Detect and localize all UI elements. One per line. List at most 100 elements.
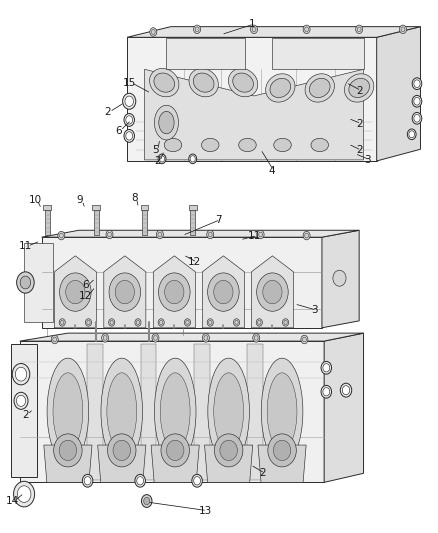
- Text: 9: 9: [77, 196, 84, 205]
- Polygon shape: [247, 344, 263, 480]
- Circle shape: [283, 319, 289, 326]
- Circle shape: [84, 477, 91, 485]
- Circle shape: [208, 320, 212, 325]
- Circle shape: [12, 364, 30, 385]
- Circle shape: [214, 280, 233, 304]
- Circle shape: [184, 319, 191, 326]
- Ellipse shape: [349, 78, 370, 98]
- Circle shape: [87, 320, 90, 325]
- Circle shape: [204, 336, 208, 340]
- Circle shape: [333, 270, 346, 286]
- Circle shape: [158, 154, 166, 164]
- Circle shape: [303, 25, 310, 34]
- Ellipse shape: [113, 440, 131, 461]
- Circle shape: [251, 25, 258, 34]
- Circle shape: [208, 232, 212, 237]
- Ellipse shape: [270, 78, 291, 98]
- Polygon shape: [324, 333, 364, 482]
- Polygon shape: [166, 38, 245, 69]
- Circle shape: [305, 27, 308, 31]
- Ellipse shape: [53, 373, 83, 450]
- Circle shape: [152, 30, 155, 34]
- Circle shape: [109, 319, 115, 326]
- Circle shape: [321, 385, 332, 398]
- Ellipse shape: [267, 373, 297, 450]
- Circle shape: [60, 233, 63, 238]
- Polygon shape: [194, 344, 210, 480]
- Circle shape: [158, 232, 162, 237]
- Polygon shape: [24, 243, 53, 322]
- Circle shape: [135, 474, 145, 487]
- Circle shape: [253, 334, 260, 342]
- Ellipse shape: [311, 138, 328, 152]
- Polygon shape: [42, 237, 322, 328]
- Ellipse shape: [344, 74, 374, 102]
- Circle shape: [20, 276, 31, 289]
- Circle shape: [82, 474, 93, 487]
- Text: 2: 2: [154, 157, 161, 166]
- Circle shape: [17, 395, 25, 406]
- Polygon shape: [20, 341, 324, 482]
- Ellipse shape: [214, 373, 244, 450]
- Circle shape: [137, 477, 144, 485]
- Polygon shape: [98, 445, 146, 482]
- Text: 13: 13: [198, 506, 212, 515]
- Circle shape: [17, 486, 31, 503]
- Circle shape: [412, 112, 422, 124]
- Circle shape: [110, 320, 113, 325]
- Circle shape: [412, 95, 422, 107]
- Text: 2: 2: [356, 86, 363, 95]
- Text: 6: 6: [82, 280, 89, 290]
- Ellipse shape: [108, 434, 136, 467]
- Ellipse shape: [166, 440, 184, 461]
- Circle shape: [259, 232, 262, 237]
- Polygon shape: [190, 208, 195, 235]
- Text: 3: 3: [364, 155, 371, 165]
- Circle shape: [305, 233, 308, 238]
- Circle shape: [14, 392, 28, 409]
- Polygon shape: [11, 344, 37, 477]
- Circle shape: [399, 25, 406, 34]
- Ellipse shape: [208, 358, 250, 465]
- Text: 2: 2: [104, 107, 111, 117]
- Circle shape: [141, 495, 152, 507]
- Circle shape: [17, 272, 34, 293]
- Ellipse shape: [189, 68, 219, 97]
- Circle shape: [414, 80, 420, 87]
- Circle shape: [343, 386, 350, 394]
- Circle shape: [252, 27, 256, 31]
- Polygon shape: [142, 208, 147, 235]
- Circle shape: [126, 116, 133, 124]
- Circle shape: [108, 232, 111, 237]
- Circle shape: [303, 231, 310, 240]
- Circle shape: [256, 319, 262, 326]
- Polygon shape: [94, 208, 99, 235]
- Circle shape: [257, 273, 288, 311]
- Text: 2: 2: [356, 119, 363, 128]
- Circle shape: [194, 25, 201, 34]
- Ellipse shape: [261, 358, 303, 465]
- Polygon shape: [153, 256, 195, 328]
- Text: 8: 8: [131, 193, 138, 203]
- Polygon shape: [258, 445, 306, 482]
- Ellipse shape: [159, 111, 174, 134]
- Polygon shape: [104, 256, 146, 328]
- Circle shape: [284, 320, 287, 325]
- Circle shape: [207, 319, 213, 326]
- Circle shape: [60, 320, 64, 325]
- Circle shape: [159, 273, 190, 311]
- Text: 12: 12: [79, 291, 92, 301]
- Circle shape: [165, 280, 184, 304]
- Ellipse shape: [107, 373, 137, 450]
- Text: 2: 2: [356, 146, 363, 155]
- Ellipse shape: [274, 138, 291, 152]
- Circle shape: [321, 361, 332, 374]
- Ellipse shape: [201, 138, 219, 152]
- Circle shape: [414, 115, 420, 122]
- Circle shape: [233, 319, 240, 326]
- Ellipse shape: [160, 373, 190, 450]
- Circle shape: [53, 337, 57, 342]
- Ellipse shape: [161, 434, 190, 467]
- Circle shape: [323, 387, 330, 396]
- Circle shape: [202, 334, 209, 342]
